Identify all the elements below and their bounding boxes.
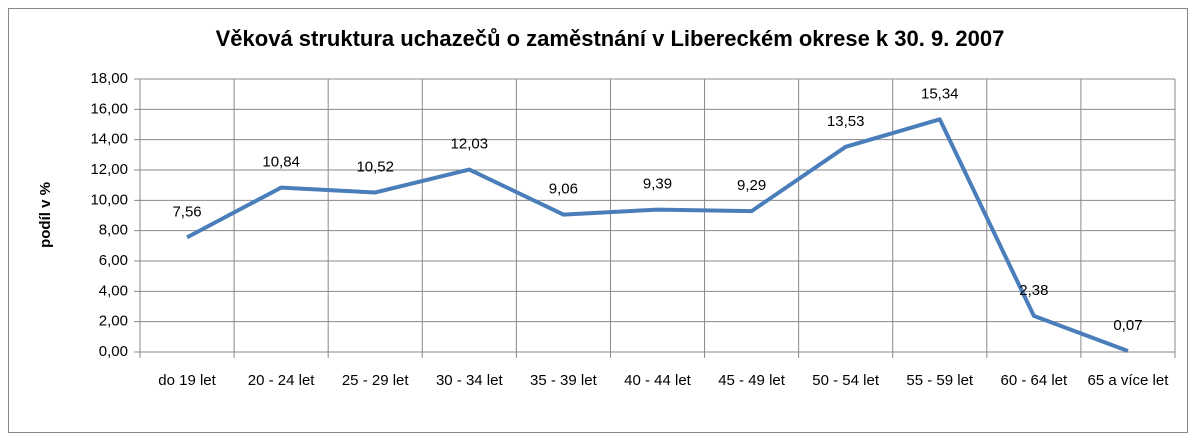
y-tick-label: 0,00	[99, 343, 128, 360]
x-tick-label: 25 - 29 let	[341, 372, 409, 389]
data-label: 12,03	[451, 136, 489, 153]
x-tick-label: 65 a více let	[1087, 372, 1169, 389]
data-label: 15,34	[921, 85, 959, 102]
y-tick-label: 10,00	[90, 191, 128, 208]
x-tick-label: do 19 let	[158, 372, 216, 389]
data-label: 10,52	[356, 158, 394, 175]
data-label: 13,53	[827, 113, 865, 130]
y-tick-label: 4,00	[99, 282, 128, 299]
y-tick-label: 18,00	[90, 70, 128, 87]
data-label: 9,39	[643, 176, 672, 193]
x-tick-label: 45 - 49 let	[718, 372, 785, 389]
x-tick-label: 35 - 39 let	[530, 372, 597, 389]
y-tick-label: 12,00	[90, 161, 128, 178]
y-tick-label: 14,00	[90, 131, 128, 148]
x-tick-label: 50 - 54 let	[812, 372, 880, 389]
line	[186, 117, 1129, 353]
chart-border	[8, 8, 1188, 433]
data-label: 9,06	[549, 181, 578, 198]
y-tick-label: 6,00	[99, 252, 128, 269]
x-tick-label: 20 - 24 let	[247, 372, 315, 389]
x-tick-label: 60 - 64 let	[1000, 372, 1068, 389]
chart-title: Věková struktura uchazečů o zaměstnání v…	[216, 26, 1005, 51]
x-tick-label: 30 - 34 let	[435, 372, 503, 389]
x-tick-label: 55 - 59 let	[906, 372, 974, 389]
data-label: 0,07	[1113, 317, 1142, 334]
y-tick-label: 2,00	[99, 313, 128, 330]
data-label: 7,56	[172, 203, 201, 220]
x-tick-label: 40 - 44 let	[624, 372, 691, 389]
data-label: 10,84	[262, 154, 300, 171]
data-label: 2,38	[1019, 282, 1048, 299]
y-axis-label: podíl v %	[37, 182, 54, 248]
data-label: 9,29	[737, 177, 766, 194]
y-tick-label: 16,00	[90, 100, 128, 117]
y-tick-label: 8,00	[99, 222, 128, 239]
